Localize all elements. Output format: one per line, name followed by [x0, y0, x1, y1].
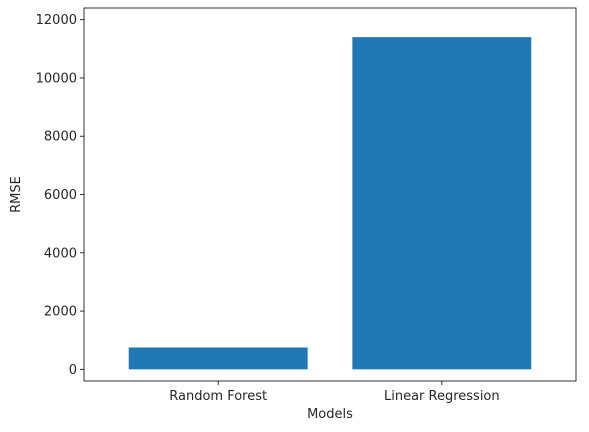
y-tick-label: 6000: [44, 188, 77, 203]
y-tick-label: 4000: [44, 246, 77, 261]
y-tick-label: 2000: [44, 305, 77, 320]
y-axis-label: RMSE: [9, 176, 24, 213]
x-axis-label: Models: [307, 407, 353, 422]
y-tick-label: 12000: [36, 13, 77, 28]
bar-random-forest: [128, 347, 308, 370]
y-tick-label: 10000: [36, 71, 77, 86]
x-tick-label: Linear Regression: [384, 389, 500, 404]
y-tick-label: 0: [69, 363, 77, 378]
bar-linear-regression: [352, 37, 532, 370]
y-axis: 0 2000 4000 6000 8000 10000 12000: [36, 13, 84, 378]
x-tick-label: Random Forest: [169, 389, 267, 404]
x-axis: Random Forest Linear Regression: [169, 381, 500, 404]
bars-group: [128, 37, 532, 370]
y-tick-label: 8000: [44, 130, 77, 145]
